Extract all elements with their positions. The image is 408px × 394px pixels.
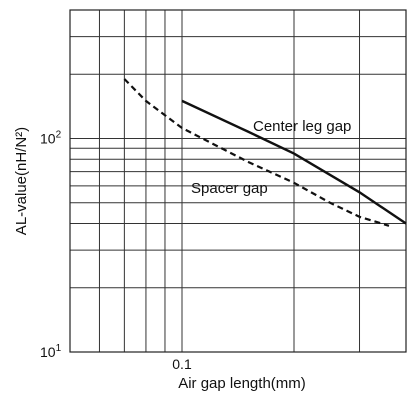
x-tick-label: 0.1 bbox=[172, 356, 192, 372]
x-axis-label: Air gap length(mm) bbox=[178, 375, 306, 392]
plot-frame bbox=[69, 9, 407, 353]
series-group bbox=[123, 78, 407, 227]
series-line-spacer-gap bbox=[123, 78, 390, 227]
tick-labels: 0.1 101 102 bbox=[40, 130, 192, 372]
y-tick-label: 101 bbox=[40, 343, 62, 360]
annotation-center-leg-gap: Center leg gap bbox=[253, 118, 351, 135]
annotation-spacer-gap: Spacer gap bbox=[191, 180, 268, 197]
series-line-center-leg-gap bbox=[181, 99, 407, 225]
y-tick-label: 102 bbox=[40, 130, 62, 147]
y-axis-label: AL-value(nH/N²) bbox=[13, 127, 30, 235]
